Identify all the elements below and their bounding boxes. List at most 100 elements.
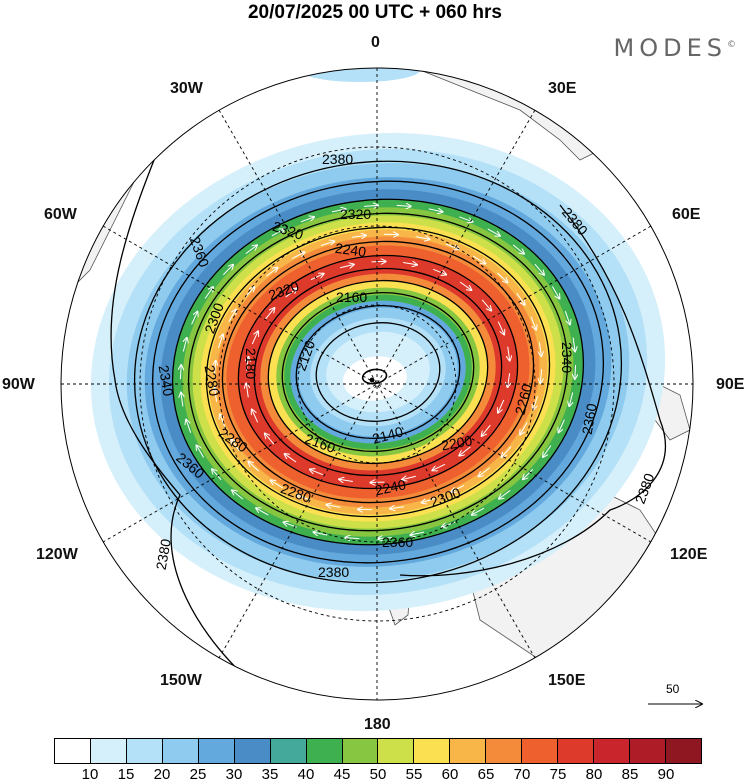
- contour-label: 2340: [559, 342, 575, 373]
- colorbar-swatch: [342, 739, 379, 763]
- lon-label-120e: 120E: [670, 546, 708, 563]
- wind-vector: [345, 536, 360, 541]
- wind-vector: [251, 331, 260, 345]
- wind-vector: [541, 445, 552, 456]
- wind-vector: [459, 281, 471, 292]
- colorbar: [54, 738, 702, 764]
- contour-label: 2140: [370, 423, 404, 447]
- colorbar-swatch: [378, 739, 415, 763]
- wind-vector: [245, 357, 251, 371]
- colorbar-tick-label: 85: [621, 766, 639, 783]
- colorbar-tick-label: 15: [117, 766, 135, 783]
- colorbar-swatch: [126, 739, 163, 763]
- colorbar-tick-label: 75: [549, 766, 567, 783]
- colorbar-swatch: [55, 739, 91, 763]
- contour-label: 2320: [340, 206, 371, 222]
- contour-label: 2180: [243, 348, 259, 379]
- reference-vector-label: 50: [666, 682, 680, 696]
- wind-vector: [182, 338, 189, 352]
- contour-label: 2160: [336, 289, 367, 305]
- colorbar-tick-label: 45: [333, 766, 351, 783]
- wind-vector: [481, 299, 491, 312]
- contour-label: 2360: [579, 402, 600, 436]
- colorbar-swatch: [306, 739, 343, 763]
- wind-vector: [403, 261, 417, 267]
- contour-label: 2340: [156, 364, 177, 398]
- brand-mark: ©: [727, 40, 736, 50]
- wind-vector: [204, 287, 215, 299]
- wind-vector: [364, 204, 378, 207]
- colorbar-tick-label: 50: [369, 766, 387, 783]
- colorbar-swatch: [414, 739, 451, 763]
- wind-vector: [410, 532, 425, 535]
- wind-vector: [310, 468, 324, 476]
- colorbar-tick-label: 70: [513, 766, 531, 783]
- wind-vector: [421, 498, 436, 503]
- wind-vector: [271, 479, 283, 489]
- wind-vector: [497, 272, 507, 284]
- colorbar-tick-label: 35: [261, 766, 279, 783]
- wind-vector: [538, 369, 543, 383]
- contour-label: 2380: [318, 564, 349, 580]
- colorbar-swatch: [665, 739, 701, 763]
- wind-vector: [314, 530, 328, 537]
- contour-label: 2200: [440, 432, 474, 453]
- lon-label-90w: 90W: [2, 376, 35, 393]
- wind-vector: [573, 364, 578, 379]
- wind-vector: [231, 438, 240, 452]
- wind-vector: [228, 310, 237, 322]
- lon-label-150w: 150W: [160, 672, 202, 689]
- lon-label-30w: 30W: [170, 80, 203, 97]
- wind-vector: [327, 503, 341, 509]
- wind-vector: [516, 292, 525, 305]
- wind-vector: [191, 312, 199, 325]
- wind-vector: [432, 463, 446, 470]
- lon-label-0: 0: [371, 34, 380, 51]
- colorbar-tick-label: 55: [405, 766, 423, 783]
- colorbar-tick-label: 65: [477, 766, 495, 783]
- wind-vector: [451, 484, 465, 491]
- wind-vector: [358, 507, 373, 511]
- map-title: 20/07/2025 00 UTC + 060 hrs: [247, 2, 503, 23]
- wind-vector: [222, 265, 234, 276]
- lon-label-30e: 30E: [548, 80, 577, 97]
- wind-vector: [557, 419, 565, 433]
- map-disc: [61, 68, 693, 700]
- colorbar-tick-label: 80: [585, 766, 603, 783]
- wind-vector: [522, 468, 534, 479]
- wind-vectors: [159, 180, 597, 564]
- wind-vector: [480, 424, 491, 436]
- colorbar-tick-label: 40: [297, 766, 315, 783]
- pole-marker: [369, 377, 375, 383]
- wind-vector: [519, 422, 528, 434]
- vector-ring-inner: [232, 245, 524, 499]
- colorbar-swatch: [630, 739, 666, 763]
- wind-vector: [396, 203, 411, 208]
- map-border: [60, 67, 694, 701]
- wind-vector: [351, 235, 366, 237]
- wind-vector: [573, 337, 575, 352]
- wind-vector: [252, 409, 259, 423]
- wind-vector: [539, 342, 541, 356]
- colorbar-tick-label: 60: [441, 766, 459, 783]
- wind-vector: [215, 388, 217, 402]
- wind-vector: [534, 263, 544, 276]
- lon-label-120w: 120W: [36, 546, 78, 563]
- wind-vector: [265, 433, 275, 445]
- wind-vector: [498, 489, 511, 498]
- wind-vector: [508, 346, 510, 361]
- wind-vector: [567, 392, 574, 407]
- wind-vector: [428, 207, 443, 214]
- contour-label: 2360: [382, 534, 413, 550]
- wind-vector: [390, 507, 405, 509]
- contour-2380-east: [399, 204, 666, 577]
- wind-vector: [186, 419, 192, 434]
- wind-vector: [266, 268, 278, 277]
- wind-vector: [506, 373, 512, 387]
- wind-vector: [459, 216, 472, 223]
- wind-vector: [245, 245, 258, 255]
- lon-label-60e: 60E: [672, 206, 701, 223]
- wind-vector: [256, 507, 269, 516]
- contour-label: 2380: [322, 151, 353, 167]
- wind-vector: [246, 383, 248, 398]
